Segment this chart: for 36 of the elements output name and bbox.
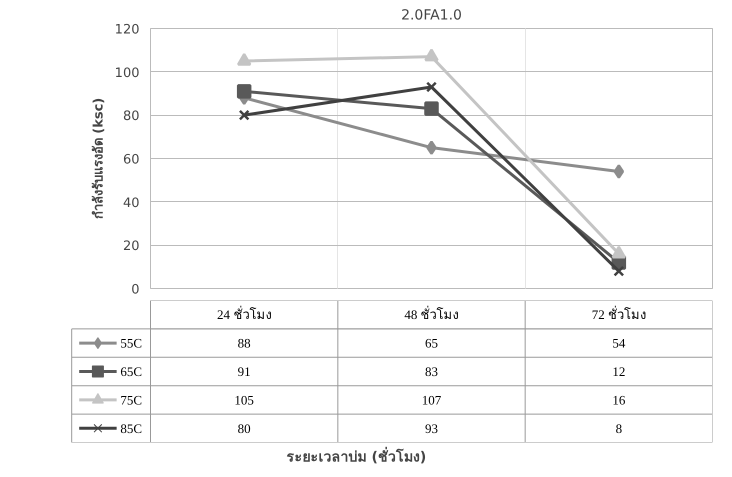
point (426, 140, 437, 155)
text: ระยะเวลาบ่ม (ชั่วโมง) (286, 446, 426, 466)
data-label: 16 (612, 392, 626, 408)
data-label: 65 (425, 336, 438, 351)
legend-label: 85C (120, 420, 142, 436)
y-tick-label: 100 (114, 66, 140, 81)
x-tick-label: 72 ชั่วโมง (592, 306, 646, 322)
legend-label: 65C (120, 364, 142, 379)
y-axis-title: กำลังรับแรงอัด (ksc) (90, 98, 107, 220)
point (614, 164, 624, 179)
y-tick-label: 120 (114, 22, 140, 38)
data-label: 88 (238, 336, 251, 351)
data-label: 54 (612, 336, 626, 351)
chart-title: 2.0FA1.0 (401, 8, 462, 24)
y-tick-label: 20 (122, 239, 140, 254)
data-label: 93 (425, 420, 438, 436)
x-tick-label: 48 ชั่วโมง (404, 306, 459, 322)
point (613, 266, 624, 277)
y-tick-label: 60 (122, 152, 140, 168)
point (238, 110, 250, 121)
data-label: 107 (422, 392, 442, 408)
point (424, 101, 439, 116)
x-tick-label: 24 ชั่วโมง (217, 306, 272, 322)
data-label: 83 (425, 364, 438, 379)
data-label: 80 (238, 420, 251, 436)
point (426, 82, 437, 92)
data-label: 91 (238, 364, 251, 379)
legend-label: 55C (120, 336, 142, 351)
data-label: 105 (234, 392, 254, 408)
legend-label: 75C (120, 392, 142, 408)
point (236, 84, 252, 99)
y-tick-label: 80 (122, 109, 140, 124)
y-tick-label: 0 (131, 282, 140, 298)
data-label: 12 (612, 364, 626, 379)
data-label: 8 (616, 420, 622, 436)
y-tick-label: 40 (122, 196, 140, 211)
